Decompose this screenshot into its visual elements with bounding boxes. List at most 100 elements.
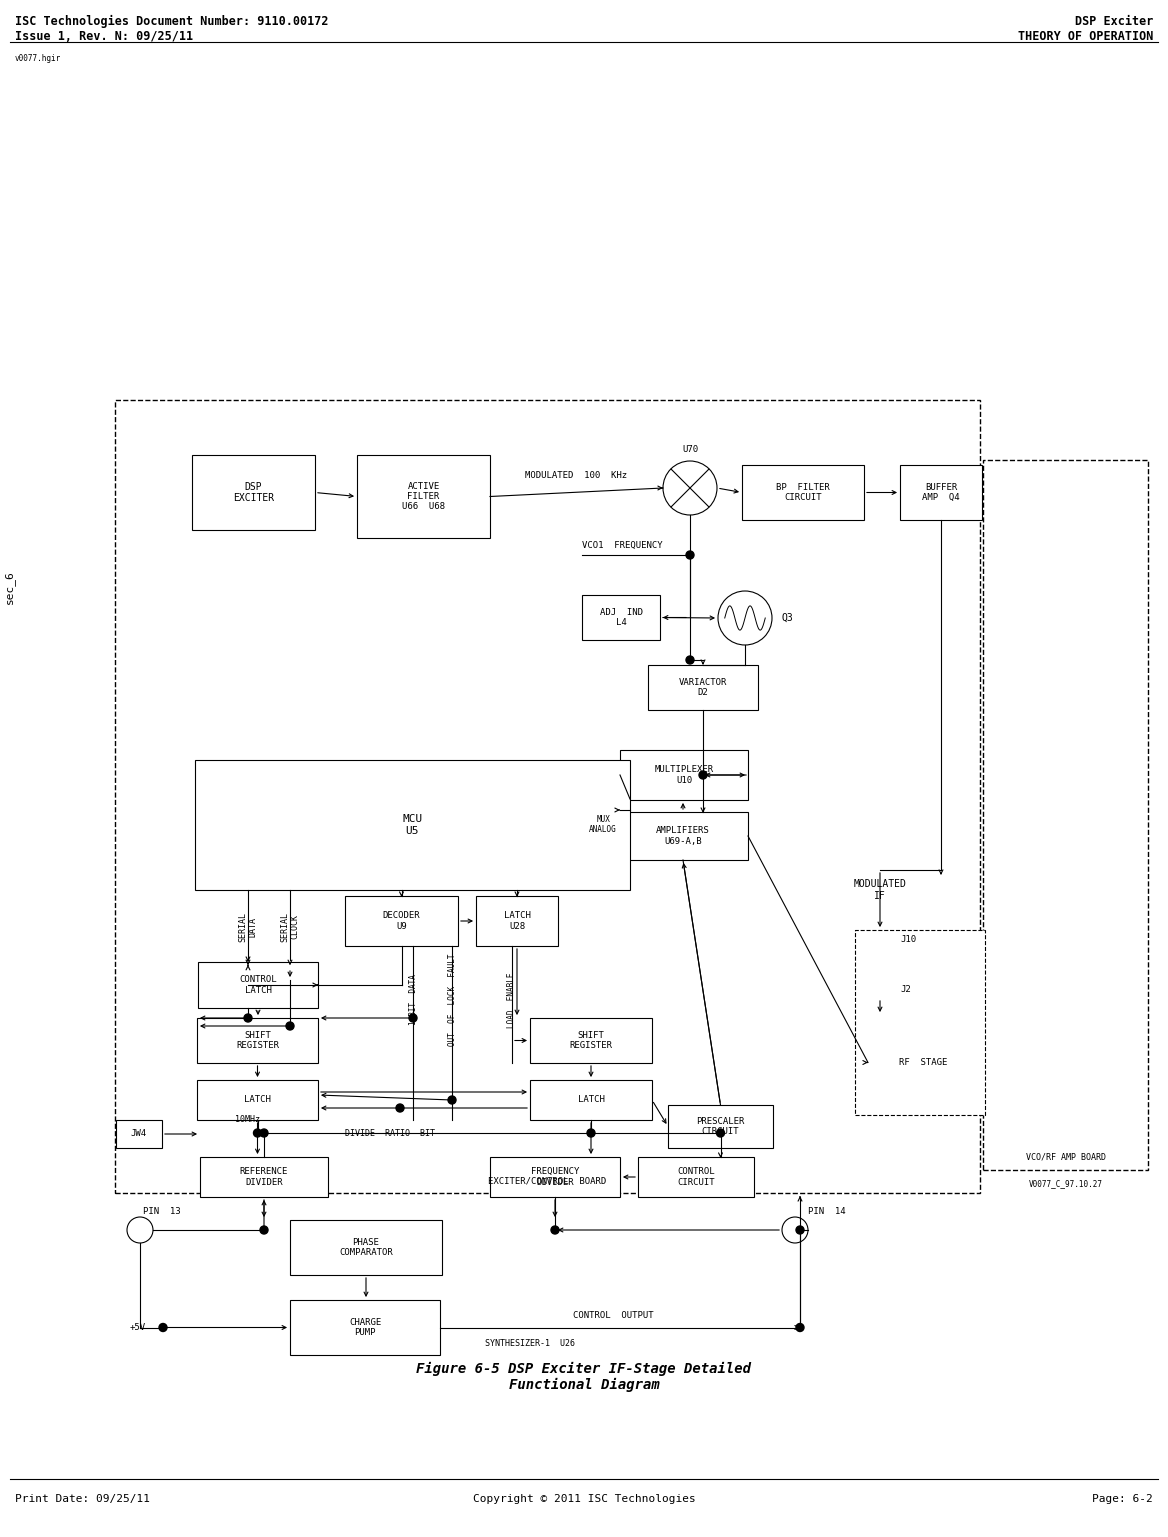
FancyBboxPatch shape (530, 1081, 652, 1120)
Text: VCO1  FREQUENCY: VCO1 FREQUENCY (582, 541, 662, 550)
FancyBboxPatch shape (582, 595, 660, 639)
Circle shape (716, 1130, 724, 1137)
Circle shape (551, 1227, 559, 1234)
Circle shape (698, 772, 707, 779)
Circle shape (244, 1014, 252, 1022)
Text: ADJ  IND
L4: ADJ IND L4 (599, 607, 642, 627)
Text: J10: J10 (901, 936, 916, 945)
FancyBboxPatch shape (620, 750, 748, 799)
Text: CONTROL
LATCH: CONTROL LATCH (239, 976, 277, 994)
Text: BUFFER
AMP  Q4: BUFFER AMP Q4 (923, 483, 960, 503)
Text: v0077.hgir: v0077.hgir (15, 54, 61, 63)
Circle shape (159, 1323, 167, 1331)
Circle shape (588, 1130, 595, 1137)
Text: CONTROL  OUTPUT: CONTROL OUTPUT (573, 1311, 654, 1319)
FancyBboxPatch shape (648, 666, 758, 710)
Text: EXCITER/CONTROL  BOARD: EXCITER/CONTROL BOARD (488, 1176, 606, 1185)
FancyBboxPatch shape (357, 455, 491, 538)
Text: sec_6: sec_6 (4, 570, 14, 604)
Text: Figure 6-5 DSP Exciter IF-Stage Detailed
Functional Diagram: Figure 6-5 DSP Exciter IF-Stage Detailed… (417, 1362, 751, 1393)
Text: MODULATED  100  KHz: MODULATED 100 KHz (526, 472, 627, 481)
Text: SERIAL
CLOCK: SERIAL CLOCK (280, 911, 300, 942)
FancyBboxPatch shape (195, 759, 630, 890)
FancyBboxPatch shape (668, 1105, 773, 1148)
FancyBboxPatch shape (197, 1017, 318, 1064)
Circle shape (686, 550, 694, 559)
Text: BP  FILTER
CIRCUIT: BP FILTER CIRCUIT (776, 483, 830, 503)
FancyBboxPatch shape (983, 460, 1148, 1170)
Text: MCU
U5: MCU U5 (402, 815, 423, 836)
Text: LATCH
U28: LATCH U28 (503, 911, 530, 931)
Text: LATCH: LATCH (577, 1096, 604, 1105)
FancyBboxPatch shape (290, 1300, 440, 1356)
Text: DSP Exciter: DSP Exciter (1075, 15, 1153, 28)
FancyBboxPatch shape (855, 930, 985, 1114)
Text: MUX
ANALOG: MUX ANALOG (589, 815, 617, 835)
Text: VCO/RF AMP BOARD: VCO/RF AMP BOARD (1026, 1153, 1105, 1162)
Circle shape (260, 1130, 267, 1137)
Circle shape (797, 1227, 804, 1234)
Circle shape (449, 1096, 456, 1104)
Text: 1 BIT  DATA: 1 BIT DATA (409, 974, 417, 1025)
FancyBboxPatch shape (114, 400, 980, 1193)
Circle shape (260, 1227, 267, 1234)
Text: LATCH: LATCH (244, 1096, 271, 1105)
Text: FREQUENCY
DIVIDER: FREQUENCY DIVIDER (530, 1167, 579, 1187)
Text: SERIAL
DATA: SERIAL DATA (238, 911, 258, 942)
FancyBboxPatch shape (345, 896, 458, 945)
Text: CONTROL
CIRCUIT: CONTROL CIRCUIT (677, 1167, 715, 1187)
Text: SYNTHESIZER-1  U26: SYNTHESIZER-1 U26 (485, 1340, 575, 1348)
FancyBboxPatch shape (638, 1157, 755, 1197)
Text: MULTIPLEXER
U10: MULTIPLEXER U10 (654, 765, 714, 785)
Text: ISC Technologies Document Number: 9110.00172: ISC Technologies Document Number: 9110.0… (15, 15, 328, 28)
Text: DIVIDE  RATIO  BIT: DIVIDE RATIO BIT (345, 1128, 434, 1137)
FancyBboxPatch shape (742, 466, 864, 520)
Text: Copyright © 2011 ISC Technologies: Copyright © 2011 ISC Technologies (473, 1494, 695, 1505)
Text: +5V: +5V (130, 1323, 146, 1333)
FancyBboxPatch shape (197, 1081, 318, 1120)
Text: AMPLIFIERS
U69-A,B: AMPLIFIERS U69-A,B (656, 827, 710, 845)
Circle shape (409, 1014, 417, 1022)
Text: PHASE
COMPARATOR: PHASE COMPARATOR (339, 1237, 392, 1257)
Text: Print Date: 09/25/11: Print Date: 09/25/11 (15, 1494, 150, 1505)
Text: ACTIVE
FILTER
U66  U68: ACTIVE FILTER U66 U68 (402, 481, 445, 512)
FancyBboxPatch shape (530, 1017, 652, 1064)
FancyBboxPatch shape (192, 455, 315, 530)
Text: Page: 6-2: Page: 6-2 (1092, 1494, 1153, 1505)
FancyBboxPatch shape (200, 1157, 328, 1197)
Text: PIN  13: PIN 13 (142, 1207, 181, 1216)
FancyBboxPatch shape (290, 1220, 442, 1276)
FancyBboxPatch shape (901, 466, 982, 520)
Circle shape (286, 1022, 294, 1030)
Circle shape (797, 1323, 804, 1331)
FancyBboxPatch shape (116, 1120, 162, 1148)
Text: RF  STAGE: RF STAGE (899, 1057, 947, 1067)
Text: J2: J2 (901, 985, 911, 994)
Text: U70: U70 (682, 444, 698, 453)
FancyBboxPatch shape (868, 1021, 978, 1105)
Text: DECODER
U9: DECODER U9 (383, 911, 420, 931)
Text: CHARGE
PUMP: CHARGE PUMP (349, 1317, 381, 1337)
Text: 10MHz: 10MHz (236, 1114, 260, 1124)
Text: VARIACTOR
D2: VARIACTOR D2 (679, 678, 728, 698)
Circle shape (686, 656, 694, 664)
Text: PRESCALER
CIRCUIT: PRESCALER CIRCUIT (696, 1117, 745, 1136)
Text: REFERENCE
DIVIDER: REFERENCE DIVIDER (239, 1167, 288, 1187)
Text: SHIFT
REGISTER: SHIFT REGISTER (236, 1031, 279, 1050)
Circle shape (253, 1130, 262, 1137)
Text: Q3: Q3 (783, 613, 794, 622)
Text: DSP
EXCITER: DSP EXCITER (232, 481, 274, 503)
FancyBboxPatch shape (491, 1157, 620, 1197)
Text: LOAD  ENABLE: LOAD ENABLE (508, 973, 516, 1028)
Text: MODULATED
IF: MODULATED IF (854, 879, 906, 901)
Text: THEORY OF OPERATION: THEORY OF OPERATION (1017, 31, 1153, 43)
Text: V0077_C_97.10.27: V0077_C_97.10.27 (1029, 1179, 1103, 1188)
Circle shape (396, 1104, 404, 1111)
Text: OUT  OF  LOCK  FAULT: OUT OF LOCK FAULT (447, 954, 457, 1047)
FancyBboxPatch shape (199, 962, 318, 1008)
FancyBboxPatch shape (477, 896, 558, 945)
Text: JW4: JW4 (131, 1130, 147, 1139)
Text: PIN  14: PIN 14 (808, 1207, 846, 1216)
Text: SHIFT
REGISTER: SHIFT REGISTER (570, 1031, 612, 1050)
Text: Issue 1, Rev. N: 09/25/11: Issue 1, Rev. N: 09/25/11 (15, 31, 193, 43)
